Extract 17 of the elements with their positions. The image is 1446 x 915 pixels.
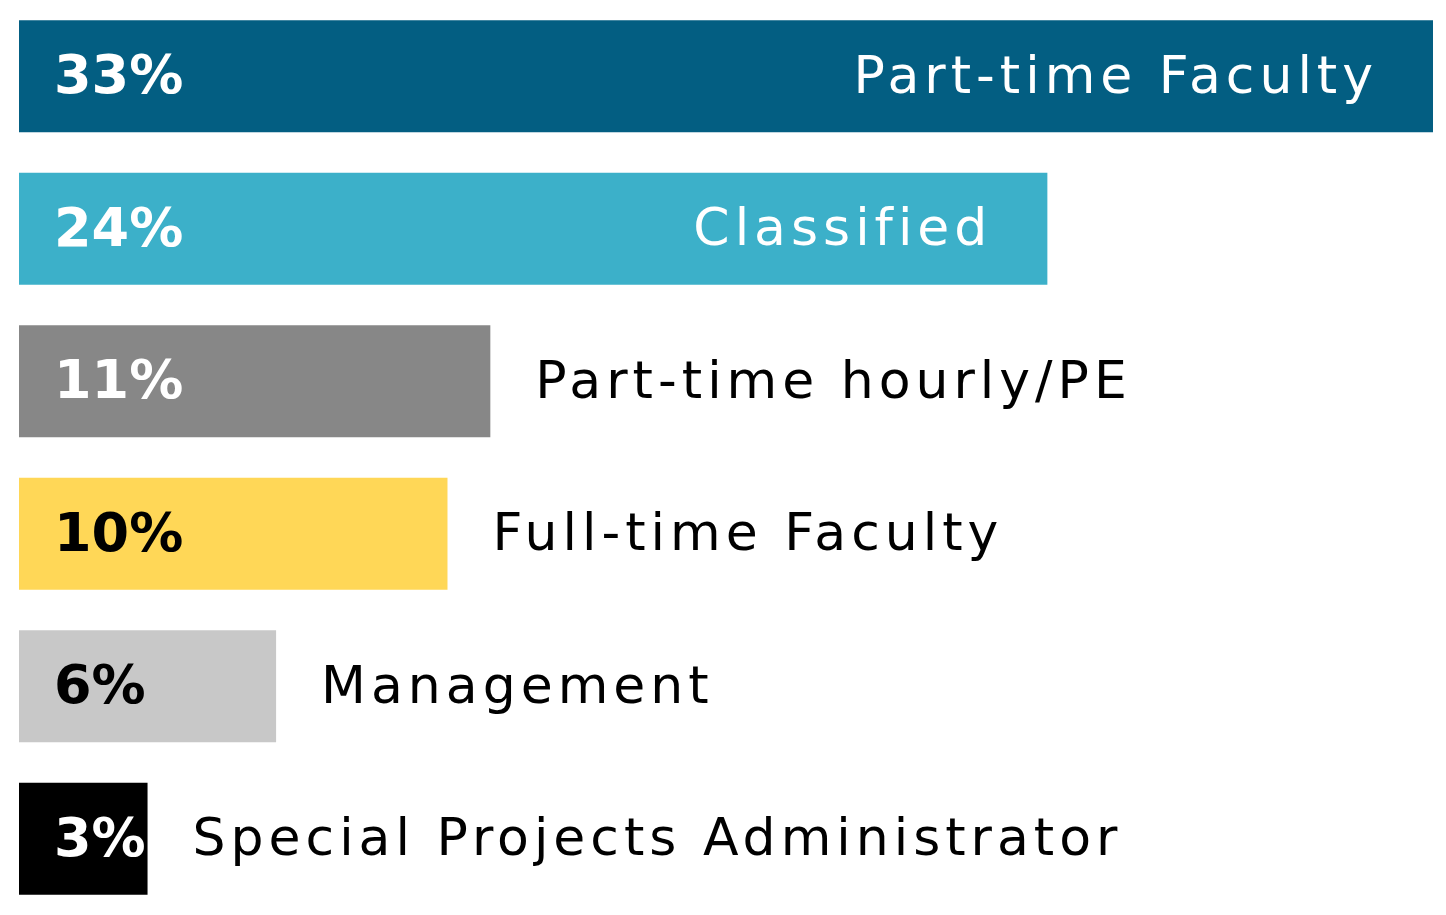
data-label: 6%	[54, 653, 146, 717]
bar	[19, 630, 277, 743]
data-label: 33%	[54, 43, 184, 107]
y-tick-label: Part-time hourly/PE	[535, 349, 1132, 410]
y-tick-label: Classified	[693, 197, 993, 258]
data-label: 24%	[54, 195, 184, 259]
bar	[19, 172, 1048, 285]
data-label: 11%	[54, 348, 184, 412]
bar	[19, 325, 491, 438]
y-tick-label: Part-time Faculty	[853, 44, 1379, 105]
y-tick-label: Full-time Faculty	[492, 502, 1004, 563]
data-label: 3%	[54, 805, 146, 869]
y-tick-label: Special Projects Administrator	[192, 807, 1123, 868]
data-label: 10%	[54, 500, 184, 564]
y-tick-label: Management	[321, 654, 714, 715]
bar	[19, 20, 1433, 133]
bar	[19, 477, 448, 590]
